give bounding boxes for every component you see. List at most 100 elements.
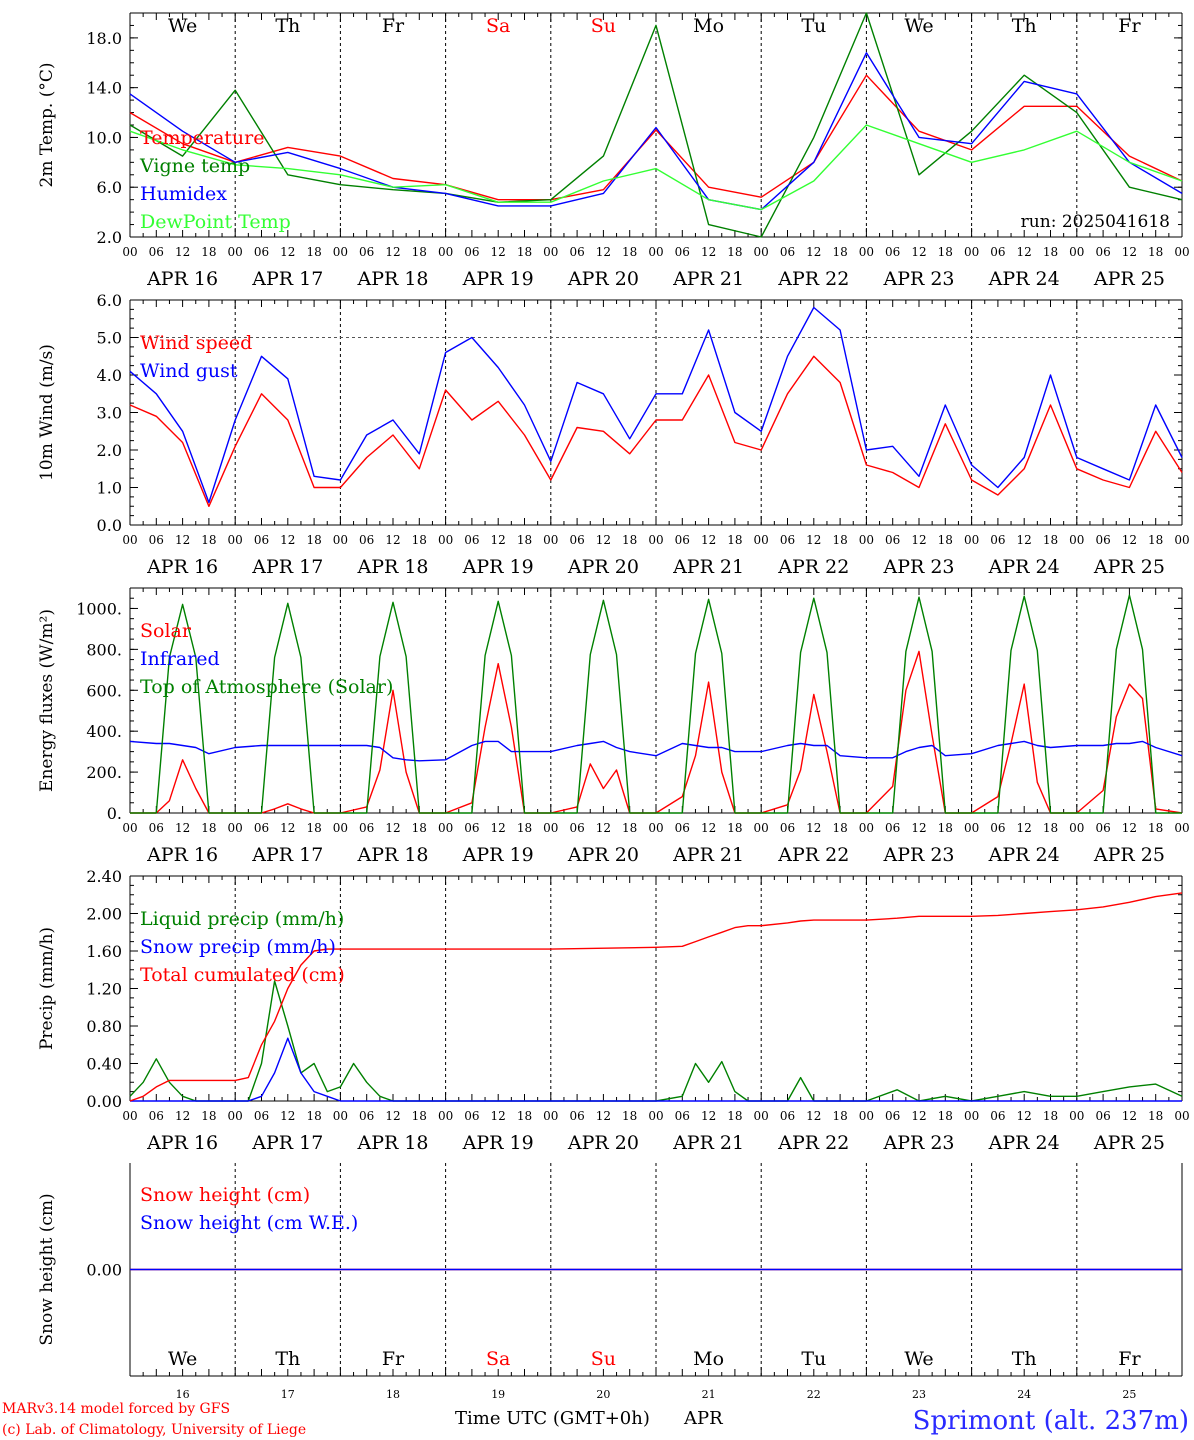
x-hour-label: 12 [596,821,611,835]
y-tick-label: 6.0 [97,178,122,197]
x-hour-label: 00 [859,821,874,835]
day-number-label: 16 [176,1388,190,1401]
x-hour-label: 12 [385,821,400,835]
y-tick-label: 200. [86,763,122,782]
weekday-label: Sa [486,15,510,37]
footer-model-credit: MARv3.14 model forced by GFS [2,1401,230,1417]
x-hour-label: 18 [306,533,321,547]
x-date-label: APR 19 [462,1132,534,1154]
y-axis-title: Energy fluxes (W/m²) [37,609,57,792]
x-hour-label: 06 [675,245,690,259]
y-tick-label: 2.40 [86,867,122,886]
x-hour-label: 00 [228,1109,243,1123]
weekday-label: We [904,15,933,37]
x-date-label: APR 18 [356,556,428,578]
x-date-label: APR 24 [988,268,1060,290]
x-hour-label: 00 [122,821,137,835]
y-tick-label: 1.60 [86,942,122,961]
y-tick-label: 5.0 [97,329,122,348]
series-line-infrared [129,740,1183,762]
chart-panel-5: 0.00 Snow height (cm) Snow height (cm) Snow… [37,1163,1183,1401]
series-line-snow-precip-mm-h [130,1037,1182,1102]
x-hour-label: 00 [1069,245,1084,259]
x-hour-label: 00 [754,533,769,547]
x-hour-label: 18 [201,821,216,835]
series-line-dewpoint-temp [129,124,1183,211]
x-hour-label: 00 [648,1109,663,1123]
x-hour-label: 12 [385,1109,400,1123]
footer-copyright: (c) Lab. of Climatology, University of L… [2,1422,306,1438]
legend-label: Temperature [140,127,264,149]
y-tick-label: 800. [86,640,122,659]
x-hour-label: 00 [859,533,874,547]
y-tick-label: 0.40 [86,1055,122,1074]
x-hour-label: 12 [280,1109,295,1123]
x-hour-label: 06 [359,1109,374,1123]
weekday-label: Th [275,1348,300,1370]
day-number-label: 24 [1017,1388,1031,1401]
x-hour-label: 12 [385,245,400,259]
weekday-label: Mo [693,1348,724,1370]
x-date-label: APR 19 [462,268,534,290]
y-tick-label: 0. [107,804,122,823]
x-hour-label: 00 [543,1109,558,1123]
x-hour-label: 18 [306,245,321,259]
legend-label: DewPoint Temp [140,211,291,233]
legend-label: Vigne temp [139,155,250,177]
x-hour-label: 00 [438,533,453,547]
x-hour-label: 18 [517,1109,532,1123]
x-hour-label: 12 [1017,245,1032,259]
site-name: Sprimont (alt. 237m) [913,1406,1189,1436]
y-axis-title: Snow height (cm) [37,1193,57,1345]
x-hour-label: 12 [1017,1109,1032,1123]
x-hour-label: 18 [517,245,532,259]
legend-label: Liquid precip (mm/h) [140,908,344,930]
x-hour-label: 18 [201,245,216,259]
x-hour-label: 00 [333,1109,348,1123]
x-hour-label: 00 [122,1109,137,1123]
x-hour-label: 00 [1069,821,1084,835]
x-date-label: APR 21 [672,268,744,290]
x-hour-label: 06 [780,533,795,547]
x-hour-label: 18 [412,1109,427,1123]
x-hour-label: 12 [491,533,506,547]
x-hour-label: 18 [622,533,637,547]
x-hour-label: 06 [149,1109,164,1123]
x-hour-label: 06 [149,245,164,259]
x-date-label: APR 20 [567,1132,639,1154]
x-hour-label: 06 [990,533,1005,547]
chart-panel-2: 0.0 1.0 2.0 3.0 4.0 5.0 6.0 10m Wind (m/s) 00 06 1… [37,291,1190,578]
x-hour-label: 18 [622,1109,637,1123]
legend-label: Wind speed [140,332,252,354]
x-hour-label: 18 [1043,821,1058,835]
x-hour-label: 18 [727,245,742,259]
x-date-label: APR 23 [882,844,954,866]
x-hour-label: 12 [911,245,926,259]
day-number-label: 19 [491,1388,505,1401]
x-hour-label: 06 [569,533,584,547]
x-date-label: APR 21 [672,556,744,578]
x-hour-label: 00 [333,533,348,547]
x-hour-label: 00 [543,821,558,835]
x-hour-label: 00 [648,245,663,259]
x-hour-label: 06 [990,821,1005,835]
x-hour-label: 12 [806,821,821,835]
x-date-label: APR 25 [1093,1132,1165,1154]
weekday-label: Fr [382,1348,405,1370]
x-hour-label: 06 [990,245,1005,259]
y-tick-label: 18.0 [86,29,122,48]
day-number-label: 22 [807,1388,821,1401]
x-hour-label: 12 [175,245,190,259]
x-hour-label: 12 [806,533,821,547]
x-hour-label: 18 [832,1109,847,1123]
x-hour-label: 06 [1095,245,1110,259]
x-date-label: APR 18 [356,1132,428,1154]
x-hour-label: 12 [701,533,716,547]
x-date-label: APR 21 [672,1132,744,1154]
x-hour-label: 18 [938,245,953,259]
y-tick-label: 0.0 [97,516,122,535]
x-hour-label: 00 [648,533,663,547]
x-hour-label: 00 [964,821,979,835]
legend-label: Snow height (cm) [140,1184,310,1206]
x-hour-label: 18 [727,821,742,835]
